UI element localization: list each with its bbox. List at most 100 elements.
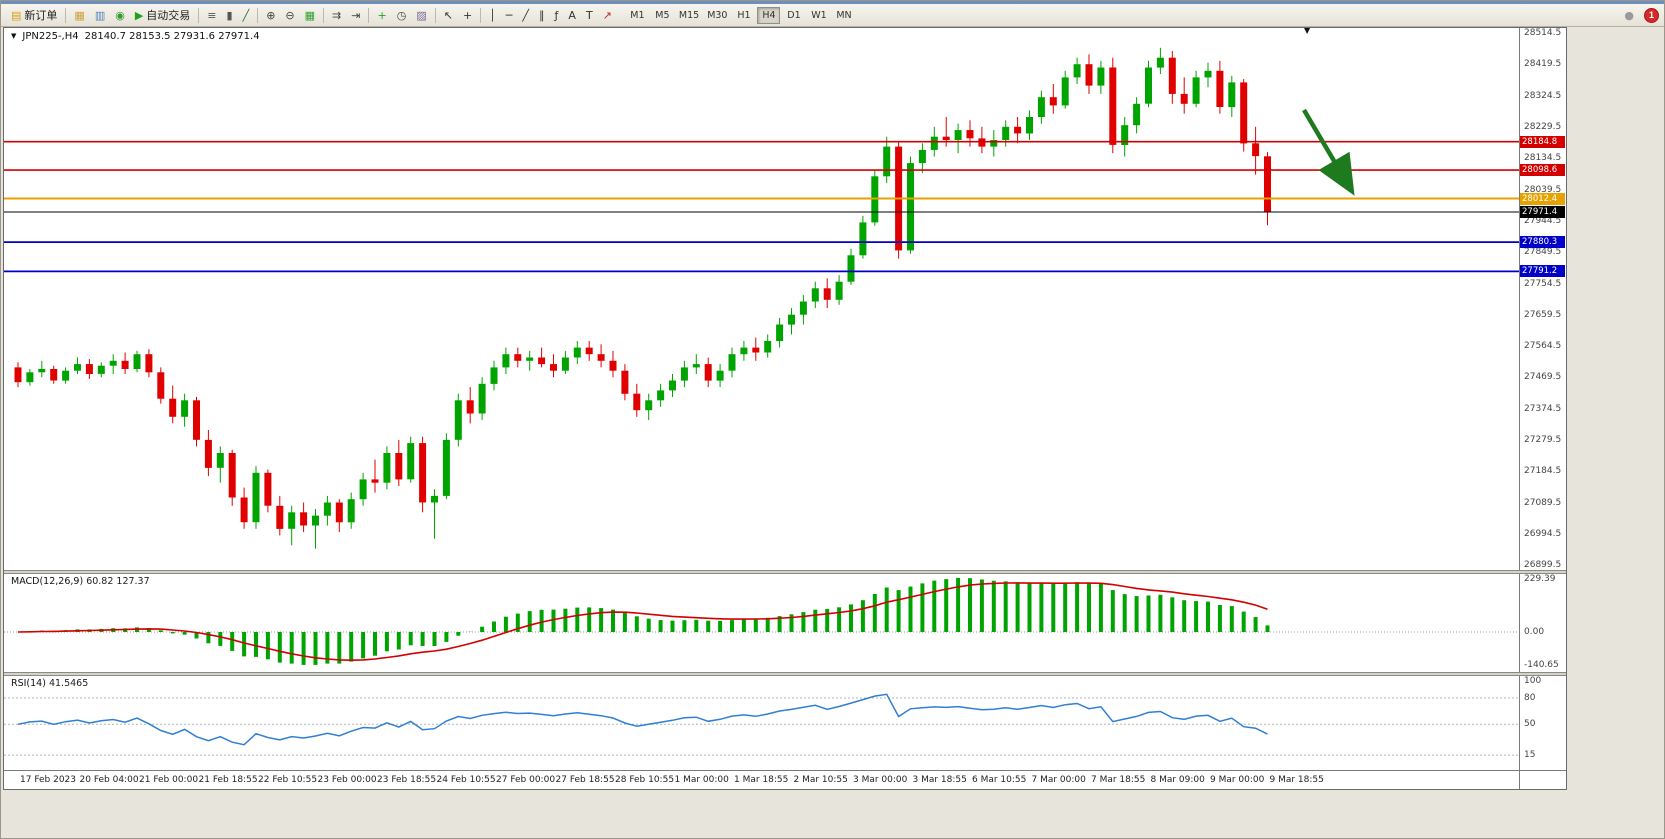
macd-panel[interactable]: MACD(12,26,9) 60.82 127.37 — [4, 574, 1519, 672]
time-axis-corner — [1519, 771, 1565, 789]
rsi-panel[interactable]: RSI(14) 41.5465 — [4, 676, 1519, 770]
time-axis-label: 22 Feb 10:55 — [258, 775, 318, 785]
chart-ohlc-values: 28140.7 28153.5 27931.6 27971.4 — [84, 31, 260, 42]
price-axis[interactable]: 28514.5 28419.5 28324.5 28229.5 28134.5 28039… — [1519, 28, 1565, 570]
macd-chart — [4, 577, 1519, 665]
rsi-value: 41.5465 — [48, 678, 89, 689]
status-button[interactable]: ● — [1619, 6, 1639, 25]
price-level-tag: 28098.6 — [1520, 164, 1565, 177]
rsi-axis[interactable]: 100 80 50 15 — [1519, 676, 1565, 770]
candlestick-chart-button[interactable]: ▮ — [222, 6, 238, 25]
auto-scroll-button[interactable]: ⇉ — [327, 6, 346, 25]
indicators-button[interactable]: + — [372, 6, 391, 25]
tile-windows-button[interactable]: ▦ — [300, 6, 320, 25]
current-price-tag: 27971.4 — [1520, 206, 1565, 219]
templates-icon: ▨ — [416, 8, 427, 22]
vertical-line-icon: │ — [489, 8, 496, 22]
macd-values: 60.82 127.37 — [86, 576, 150, 587]
equidistant-channel-button[interactable]: ∥ — [534, 6, 550, 25]
time-axis-label: 3 Mar 00:00 — [853, 775, 908, 785]
time-axis-label: 27 Feb 00:00 — [496, 775, 556, 785]
toolbar-separator — [198, 7, 200, 23]
rsi-chart — [4, 693, 1519, 756]
timeframe-h4-button[interactable]: H4 — [757, 6, 781, 24]
text-button[interactable]: A — [563, 6, 581, 25]
price-level-tag: 27880.3 — [1520, 236, 1565, 249]
market-watch-button[interactable]: ▦ — [69, 6, 89, 25]
arrows-button[interactable]: ↗ — [598, 6, 617, 25]
text-label-button[interactable]: T — [581, 6, 598, 25]
chart-menu-icon[interactable]: ▼ — [11, 32, 17, 40]
timeframe-m15-button[interactable]: M15 — [676, 7, 702, 24]
templates-button[interactable]: ▨ — [411, 6, 431, 25]
zoom-in-button[interactable]: ⊕ — [261, 6, 280, 25]
tile-windows-icon: ▦ — [304, 8, 316, 22]
price-axis-label: 28229.5 — [1524, 122, 1562, 132]
status-icon: ● — [1624, 8, 1634, 22]
price-axis-label: 28039.5 — [1524, 184, 1562, 195]
timeframe-m30-button[interactable]: M30 — [704, 7, 730, 24]
price-axis-label: 26899.5 — [1524, 560, 1562, 570]
new-order-button[interactable]: ▤ 新订单 — [6, 6, 62, 25]
toolbar-buttons: ▤ 新订单 ▦ ▥ ◉ ▶ 自动交易 ≡ ▮ ╱ ⊕ ⊖ ▦ ⇉ ⇥ + ◷ ▨ ↖ + │ ─ ╱ ∥ ƒ A T ↗ — [6, 6, 617, 25]
timeframe-m1-button[interactable]: M1 — [626, 7, 649, 24]
price-axis-label: 28419.5 — [1524, 59, 1562, 70]
bar-chart-button[interactable]: ≡ — [202, 6, 221, 25]
rsi-axis-label: 50 — [1524, 719, 1536, 730]
fibonacci-icon: ƒ — [554, 8, 559, 22]
line-chart-button[interactable]: ╱ — [238, 6, 255, 25]
timeframe-toolbar: M1 M5 M15 M30 H1 H4 D1 W1 MN — [625, 6, 857, 24]
crosshair-button[interactable]: + — [458, 6, 477, 25]
timeframe-mn-button[interactable]: MN — [832, 7, 855, 24]
timeframe-h1-button[interactable]: H1 — [732, 7, 755, 24]
price-axis-label: 27564.5 — [1524, 341, 1562, 352]
timeframe-m5-button[interactable]: M5 — [651, 7, 674, 24]
notifications-button[interactable]: 1 — [1644, 7, 1659, 23]
auto-trading-button[interactable]: ▶ 自动交易 — [130, 6, 195, 25]
rsi-label: RSI(14) 41.5465 — [9, 678, 91, 689]
navigator-icon: ◉ — [115, 8, 125, 22]
market-watch-icon: ▦ — [74, 8, 85, 22]
horizontal-line-button[interactable]: ─ — [501, 6, 518, 25]
panel-splitter[interactable] — [4, 570, 1566, 574]
price-axis-label: 27279.5 — [1524, 435, 1562, 446]
toolbar-separator — [434, 7, 436, 23]
timeframe-d1-button[interactable]: D1 — [782, 7, 805, 24]
auto-scroll-icon: ⇉ — [332, 8, 342, 22]
zoom-in-icon: ⊕ — [266, 8, 276, 22]
periods-button[interactable]: ◷ — [392, 6, 412, 25]
equidistant-channel-icon: ∥ — [539, 8, 545, 22]
chart-window: ▼ JPN225-,H4 28140.7 28153.5 27931.6 279… — [3, 27, 1567, 790]
trend-line-button[interactable]: ╱ — [517, 6, 534, 25]
navigator-button[interactable]: ◉ — [110, 6, 130, 25]
time-axis-label: 23 Feb 00:00 — [317, 775, 377, 785]
time-axis[interactable]: 17 Feb 2023 20 Feb 04:00 21 Feb 00:00 21 Fe… — [4, 770, 1566, 789]
rsi-axis-label: 15 — [1524, 750, 1536, 761]
cursor-button[interactable]: ↖ — [439, 6, 458, 25]
toolbar-right: ● 1 — [1619, 6, 1659, 25]
rsi-axis-label: 100 — [1524, 676, 1542, 686]
vertical-line-button[interactable]: │ — [484, 6, 501, 25]
timeframe-w1-button[interactable]: W1 — [807, 7, 830, 24]
macd-name-label: MACD(12,26,9) — [11, 576, 84, 587]
chart-symbol-period: JPN225-,H4 — [22, 31, 79, 42]
time-axis-labels: 17 Feb 2023 20 Feb 04:00 21 Feb 00:00 21 Fe… — [4, 771, 1519, 789]
fibonacci-button[interactable]: ƒ — [550, 6, 564, 25]
data-window-button[interactable]: ▥ — [90, 6, 110, 25]
panel-splitter[interactable] — [4, 672, 1566, 676]
price-axis-label: 26994.5 — [1524, 528, 1562, 539]
zoom-out-button[interactable]: ⊖ — [280, 6, 299, 25]
price-axis-label: 27089.5 — [1524, 497, 1562, 508]
price-axis-label: 27754.5 — [1524, 278, 1562, 289]
price-axis-label: 28324.5 — [1524, 90, 1562, 101]
new-order-icon: ▤ — [11, 8, 22, 22]
trend-line-icon: ╱ — [522, 8, 530, 22]
chart-shift-button[interactable]: ⇥ — [346, 6, 365, 25]
macd-axis[interactable]: 229.39 0.00 -140.65 — [1519, 574, 1565, 672]
notification-count-badge: 1 — [1648, 10, 1654, 20]
toolbar-separator — [480, 7, 482, 23]
time-axis-label: 21 Feb 00:00 — [139, 775, 199, 785]
price-chart-area[interactable]: ▼ JPN225-,H4 28140.7 28153.5 27931.6 279… — [4, 28, 1519, 570]
price-axis-label: 27849.5 — [1524, 247, 1562, 258]
